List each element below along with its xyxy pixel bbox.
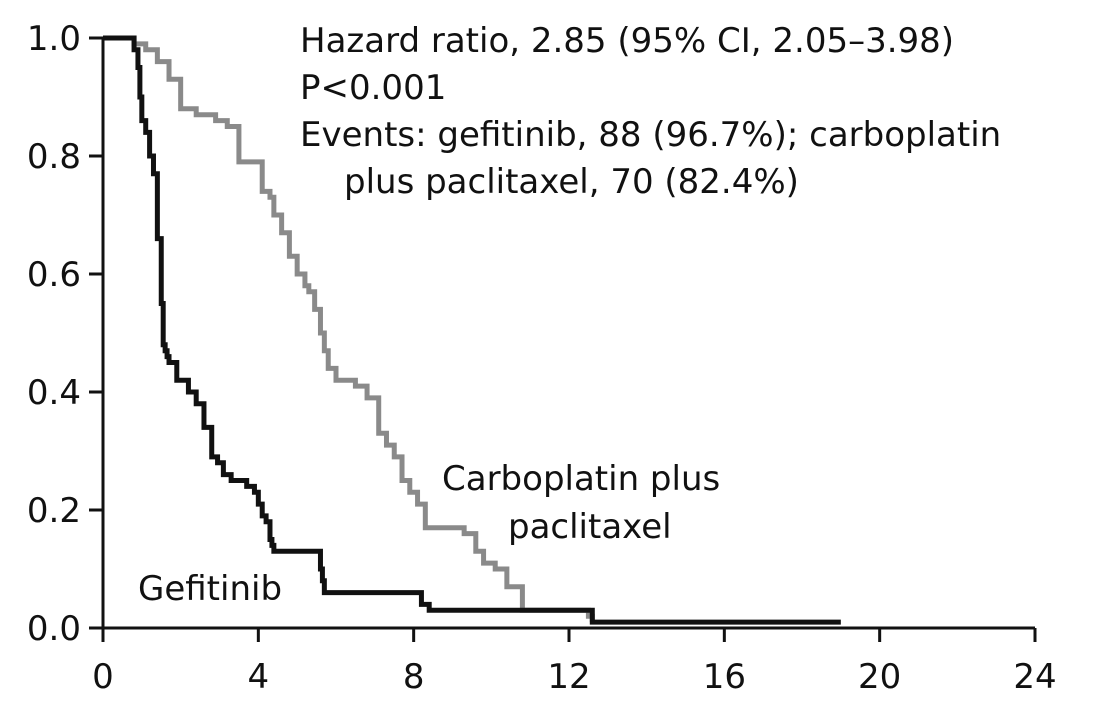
carboplatin-label-line2: paclitaxel (508, 507, 672, 547)
x-tick-label: 20 (858, 657, 901, 697)
y-tick-label: 0.0 (27, 609, 81, 649)
y-tick-label: 0.8 (27, 137, 81, 177)
x-tick-label: 16 (703, 657, 746, 697)
events-text-line2: plus paclitaxel, 70 (82.4%) (344, 162, 799, 202)
carboplatin-label-line1: Carboplatin plus (442, 459, 720, 499)
carboplatin-paclitaxel-curve (103, 35, 595, 623)
x-tick-label: 12 (547, 657, 590, 697)
events-text-line1: Events: gefitinib, 88 (96.7%); carboplat… (300, 115, 1001, 155)
hazard-ratio-text: Hazard ratio, 2.85 (95% CI, 2.05–3.98) (300, 21, 954, 61)
x-tick-label: 8 (403, 657, 425, 697)
y-tick-label: 1.0 (27, 19, 81, 59)
survival-curves (103, 35, 841, 625)
x-tick-label: 0 (92, 657, 114, 697)
y-tick-label: 0.6 (27, 255, 81, 295)
p-value-text: P<0.001 (300, 68, 446, 108)
x-tick-label: 24 (1013, 657, 1056, 697)
ticks: 0.0 0.2 0.4 0.6 0.8 1.0 0 4 8 12 16 20 24 (27, 19, 1057, 697)
x-tick-label: 4 (248, 657, 270, 697)
annotations: Hazard ratio, 2.85 (95% CI, 2.05–3.98) P… (138, 21, 1001, 609)
gefitinib-label: Gefitinib (138, 569, 282, 609)
y-tick-label: 0.4 (27, 373, 81, 413)
gefitinib-curve (103, 35, 841, 625)
y-tick-label: 0.2 (27, 491, 81, 531)
